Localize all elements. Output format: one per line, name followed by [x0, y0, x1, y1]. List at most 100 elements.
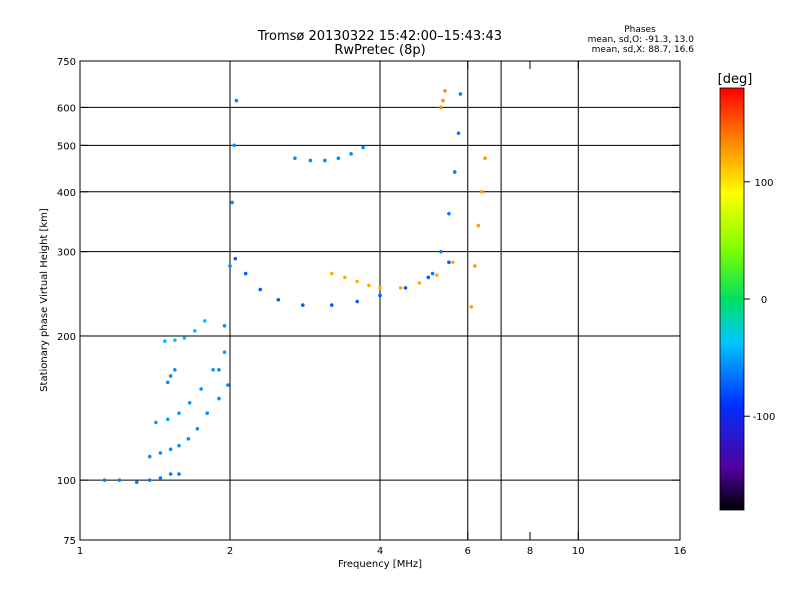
y-tick-label-4: 400	[57, 188, 76, 199]
x-tick-label-5: 10	[572, 546, 585, 557]
y-tick-label-7: 750	[57, 57, 76, 68]
trace-5-point-5	[234, 98, 239, 103]
trace-1-point-8	[226, 383, 230, 387]
y-axis-label: Stationary phase Virtual Height [km]	[39, 208, 50, 392]
colorbar	[719, 87, 745, 511]
trace-8-point-3	[336, 156, 341, 161]
trace-1-point-6	[205, 411, 209, 415]
trace-11-point-0	[469, 305, 474, 309]
colorbar-tick-label-2: -100	[753, 412, 776, 423]
trace-0-point-2	[134, 480, 139, 485]
trace-7-point-5	[398, 286, 403, 290]
x-tick-label-4: 8	[527, 546, 533, 557]
trace-7-point-7	[434, 273, 439, 277]
data-points	[102, 88, 487, 485]
trace-5-point-4	[232, 143, 237, 148]
trace-1-point-5	[195, 427, 200, 431]
colorbar-tick-label-1: 0	[761, 295, 767, 306]
trace-0-point-1	[117, 478, 122, 482]
trace-6-point-0	[233, 256, 238, 261]
x-tick-label-2: 4	[377, 546, 383, 557]
x-tick-label-0: 1	[77, 546, 83, 557]
trace-6-point-4	[301, 303, 305, 307]
y-tick-label-1: 100	[57, 476, 76, 487]
trace-2-point-6	[222, 350, 227, 354]
trace-9-point-2	[447, 211, 451, 216]
x-axis-label: Frequency [MHz]	[338, 559, 422, 570]
trace-6-point-7	[378, 293, 382, 298]
trace-1-point-4	[186, 436, 191, 441]
trace-7-point-2	[355, 279, 359, 284]
trace-7-point-1	[343, 275, 347, 280]
trace-5-point-2	[228, 264, 232, 268]
stats-line-x: mean, sd,X: 88.7, 16.6	[592, 45, 695, 55]
trace-3-point-2	[182, 336, 187, 340]
trace-8-point-2	[323, 158, 327, 163]
y-tick-label-2: 200	[57, 332, 76, 343]
y-tick-label-5: 500	[57, 141, 76, 152]
trace-1-point-0	[147, 454, 152, 459]
trace-2-point-5	[211, 367, 215, 372]
trace-6-point-10	[447, 260, 451, 265]
trace-10-point-2	[443, 88, 447, 93]
y-tick-label-3: 300	[57, 248, 76, 259]
trace-4-point-2	[173, 367, 177, 372]
y-tick-label-6: 600	[57, 103, 76, 114]
colorbar-ticks: 100 0 -100	[744, 178, 775, 423]
y-tick-label-0: 75	[63, 536, 76, 547]
trace-7-point-4	[378, 286, 382, 290]
trace-8-point-1	[308, 158, 313, 163]
trace-6-point-1	[243, 271, 248, 276]
trace-2-point-4	[199, 387, 203, 391]
trace-4-point-1	[168, 374, 173, 378]
trace-11-point-1	[473, 264, 477, 268]
colorbar-tick-label-0: 100	[754, 178, 773, 189]
trace-2-point-1	[165, 417, 170, 422]
trace-9-point-3	[452, 170, 457, 174]
trace-6-point-3	[276, 297, 281, 302]
chart-subtitle: RwPretec (8p)	[334, 43, 425, 58]
trace-9-point-1	[439, 249, 443, 254]
trace-1-point-3	[177, 443, 181, 448]
trace-2-point-0	[154, 420, 158, 425]
trace-7-point-8	[451, 260, 455, 265]
trace-11-point-2	[476, 223, 481, 228]
trace-3-point-0	[163, 339, 167, 344]
trace-2-point-2	[177, 411, 181, 415]
trace-0-point-4	[158, 476, 163, 480]
trace-9-point-0	[430, 271, 435, 276]
trace-3-point-4	[202, 319, 207, 323]
trace-6-point-6	[355, 299, 359, 304]
trace-9-point-5	[458, 92, 463, 96]
axis-ticks: 1 2 4 6 8 10 16 75 100 200 300 400 500 600 750	[57, 57, 686, 557]
trace-8-point-0	[293, 156, 297, 161]
trace-10-point-1	[441, 98, 445, 103]
trace-4-point-0	[165, 380, 170, 385]
trace-6-point-9	[426, 275, 431, 280]
trace-8-point-4	[349, 152, 353, 156]
trace-10-point-0	[439, 105, 443, 110]
stats-heading: Phases	[624, 25, 656, 35]
trace-5-point-1	[222, 324, 227, 328]
trace-6-point-5	[329, 303, 334, 307]
trace-6-point-8	[403, 286, 408, 290]
trace-5-point-3	[230, 200, 234, 205]
trace-0-point-0	[102, 478, 107, 482]
trace-3-point-3	[193, 329, 197, 333]
trace-5-point-0	[217, 367, 221, 372]
x-tick-label-1: 2	[227, 546, 233, 557]
trace-8-point-5	[361, 145, 365, 150]
trace-3-point-1	[173, 338, 177, 342]
trace-1-point-7	[217, 396, 221, 401]
trace-7-point-0	[329, 271, 334, 276]
colorbar-label: [deg]	[718, 72, 753, 87]
trace-9-point-4	[456, 131, 461, 136]
trace-0-point-5	[168, 472, 173, 476]
trace-11-point-4	[483, 156, 487, 161]
chart-title: Tromsø 20130322 15:42:00–15:43:43	[257, 29, 502, 44]
trace-2-point-3	[187, 401, 192, 405]
x-tick-label-6: 16	[674, 546, 687, 557]
trace-6-point-2	[258, 287, 263, 292]
trace-0-point-3	[147, 478, 152, 482]
